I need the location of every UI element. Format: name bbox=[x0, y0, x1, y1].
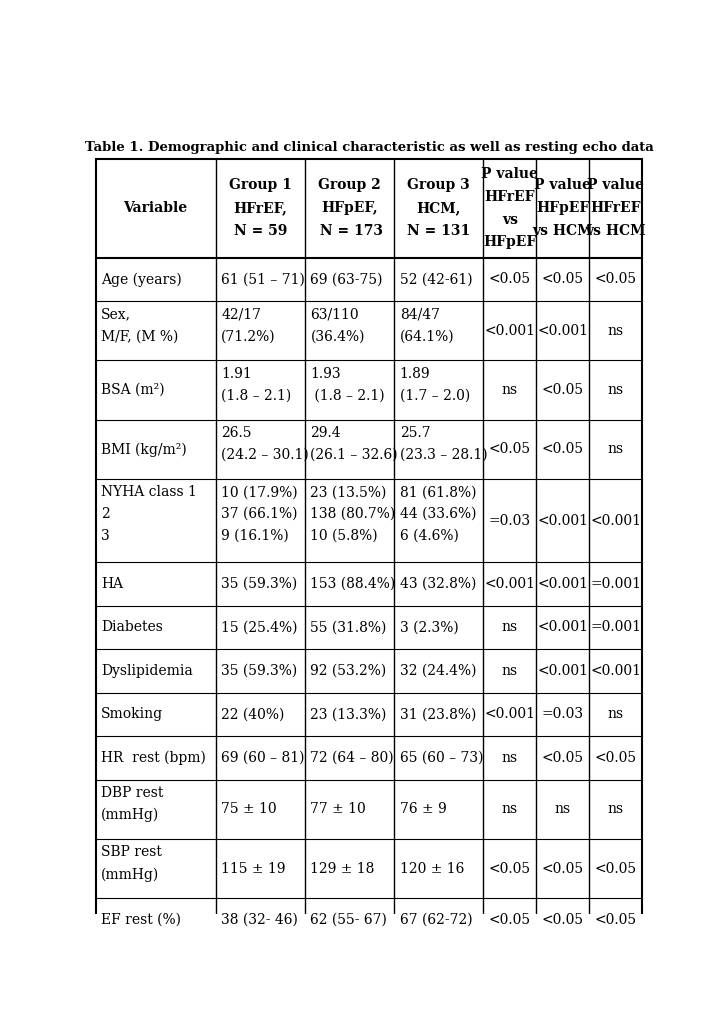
Text: ns: ns bbox=[502, 802, 518, 816]
Text: 153 (88.4%): 153 (88.4%) bbox=[310, 577, 396, 591]
Text: DBP rest
(mmHg): DBP rest (mmHg) bbox=[101, 786, 163, 823]
Text: <0.05: <0.05 bbox=[489, 913, 531, 927]
Text: 35 (59.3%): 35 (59.3%) bbox=[221, 577, 297, 591]
Text: =0.001: =0.001 bbox=[590, 577, 642, 591]
Text: 115 ± 19: 115 ± 19 bbox=[221, 862, 286, 876]
Text: <0.05: <0.05 bbox=[542, 913, 584, 927]
Text: HA: HA bbox=[101, 577, 123, 591]
Text: SBP rest
(mmHg): SBP rest (mmHg) bbox=[101, 845, 162, 881]
Text: <0.001: <0.001 bbox=[485, 577, 536, 591]
Text: Group 1
HFrEF,
N = 59: Group 1 HFrEF, N = 59 bbox=[229, 179, 292, 238]
Text: Dyslipidemia: Dyslipidemia bbox=[101, 663, 193, 678]
Text: <0.05: <0.05 bbox=[542, 443, 584, 456]
Text: 1.89
(1.7 – 2.0): 1.89 (1.7 – 2.0) bbox=[400, 367, 470, 403]
Text: <0.05: <0.05 bbox=[595, 751, 637, 765]
Text: 1.91
(1.8 – 2.1): 1.91 (1.8 – 2.1) bbox=[221, 367, 292, 403]
Text: ns: ns bbox=[608, 383, 624, 397]
Text: <0.05: <0.05 bbox=[595, 913, 637, 927]
Text: 38 (32- 46): 38 (32- 46) bbox=[221, 913, 298, 927]
Text: Age (years): Age (years) bbox=[101, 272, 182, 287]
Text: Variable: Variable bbox=[124, 201, 188, 216]
Text: 1.93
 (1.8 – 2.1): 1.93 (1.8 – 2.1) bbox=[310, 367, 385, 403]
Text: Group 3
HCM,
N = 131: Group 3 HCM, N = 131 bbox=[407, 179, 470, 238]
Text: <0.001: <0.001 bbox=[537, 514, 588, 528]
Text: <0.05: <0.05 bbox=[595, 272, 637, 287]
Text: P value
HFpEF
vs HCM: P value HFpEF vs HCM bbox=[533, 179, 593, 238]
Text: 55 (31.8%): 55 (31.8%) bbox=[310, 620, 387, 635]
Text: BMI (kg/m²): BMI (kg/m²) bbox=[101, 443, 187, 457]
Text: <0.001: <0.001 bbox=[590, 663, 642, 678]
Text: 72 (64 – 80): 72 (64 – 80) bbox=[310, 751, 394, 765]
Text: 92 (53.2%): 92 (53.2%) bbox=[310, 663, 387, 678]
Text: BSA (m²): BSA (m²) bbox=[101, 383, 165, 397]
Text: Smoking: Smoking bbox=[101, 708, 163, 721]
Text: 25.7
(23.3 – 28.1): 25.7 (23.3 – 28.1) bbox=[400, 426, 487, 462]
Text: <0.001: <0.001 bbox=[485, 708, 536, 721]
Text: 43 (32.8%): 43 (32.8%) bbox=[400, 577, 476, 591]
Text: <0.05: <0.05 bbox=[489, 862, 531, 876]
Text: 23 (13.5%)
138 (80.7%)
10 (5.8%): 23 (13.5%) 138 (80.7%) 10 (5.8%) bbox=[310, 486, 396, 543]
Text: 3 (2.3%): 3 (2.3%) bbox=[400, 620, 459, 635]
Text: ns: ns bbox=[502, 383, 518, 397]
Text: EF rest (%): EF rest (%) bbox=[101, 913, 181, 927]
Text: 69 (63-75): 69 (63-75) bbox=[310, 272, 383, 287]
Text: P value
HFrEF
vs
HFpEF: P value HFrEF vs HFpEF bbox=[482, 167, 539, 250]
Text: 15 (25.4%): 15 (25.4%) bbox=[221, 620, 297, 635]
Text: <0.001: <0.001 bbox=[537, 663, 588, 678]
Text: <0.05: <0.05 bbox=[542, 272, 584, 287]
Text: 52 (42-61): 52 (42-61) bbox=[400, 272, 472, 287]
Text: NYHA class 1
2
3: NYHA class 1 2 3 bbox=[101, 486, 197, 543]
Text: <0.001: <0.001 bbox=[537, 324, 588, 338]
Text: Group 2
HFpEF,
 N = 173: Group 2 HFpEF, N = 173 bbox=[315, 179, 384, 238]
Text: 84/47
(64.1%): 84/47 (64.1%) bbox=[400, 307, 454, 343]
Text: 32 (24.4%): 32 (24.4%) bbox=[400, 663, 476, 678]
Text: 129 ± 18: 129 ± 18 bbox=[310, 862, 375, 876]
Text: =0.001: =0.001 bbox=[590, 620, 642, 635]
Text: <0.05: <0.05 bbox=[542, 862, 584, 876]
Text: Table 1. Demographic and clinical characteristic as well as resting echo data: Table 1. Demographic and clinical charac… bbox=[85, 141, 653, 154]
Text: ns: ns bbox=[608, 324, 624, 338]
Text: <0.05: <0.05 bbox=[595, 862, 637, 876]
Text: 22 (40%): 22 (40%) bbox=[221, 708, 284, 721]
Text: <0.05: <0.05 bbox=[489, 272, 531, 287]
Text: <0.05: <0.05 bbox=[542, 751, 584, 765]
Text: 75 ± 10: 75 ± 10 bbox=[221, 802, 276, 816]
Text: 31 (23.8%): 31 (23.8%) bbox=[400, 708, 476, 721]
Text: 35 (59.3%): 35 (59.3%) bbox=[221, 663, 297, 678]
Text: =0.03: =0.03 bbox=[542, 708, 584, 721]
Text: 65 (60 – 73): 65 (60 – 73) bbox=[400, 751, 483, 765]
Text: 42/17
(71.2%): 42/17 (71.2%) bbox=[221, 307, 276, 343]
Text: <0.001: <0.001 bbox=[485, 324, 536, 338]
Text: 67 (62-72): 67 (62-72) bbox=[400, 913, 472, 927]
Text: ns: ns bbox=[608, 802, 624, 816]
Text: 29.4
(26.1 – 32.6): 29.4 (26.1 – 32.6) bbox=[310, 426, 398, 462]
Text: <0.05: <0.05 bbox=[542, 383, 584, 397]
Text: =0.03: =0.03 bbox=[489, 514, 531, 528]
Text: 10 (17.9%)
37 (66.1%)
9 (16.1%): 10 (17.9%) 37 (66.1%) 9 (16.1%) bbox=[221, 486, 298, 543]
Text: 77 ± 10: 77 ± 10 bbox=[310, 802, 366, 816]
Text: ns: ns bbox=[608, 443, 624, 456]
Text: Diabetes: Diabetes bbox=[101, 620, 163, 635]
Text: <0.001: <0.001 bbox=[537, 620, 588, 635]
Text: HR  rest (bpm): HR rest (bpm) bbox=[101, 751, 206, 765]
Text: Sex,
M/F, (M %): Sex, M/F, (M %) bbox=[101, 307, 179, 343]
Text: P value
HFrEF
vs HCM: P value HFrEF vs HCM bbox=[585, 179, 646, 238]
Text: ns: ns bbox=[502, 751, 518, 765]
Text: <0.05: <0.05 bbox=[489, 443, 531, 456]
Text: 63/110
(36.4%): 63/110 (36.4%) bbox=[310, 307, 365, 343]
Text: 26.5
(24.2 – 30.1): 26.5 (24.2 – 30.1) bbox=[221, 426, 309, 462]
Text: ns: ns bbox=[608, 708, 624, 721]
Text: ns: ns bbox=[502, 620, 518, 635]
Text: 61 (51 – 71): 61 (51 – 71) bbox=[221, 272, 305, 287]
Text: ns: ns bbox=[555, 802, 571, 816]
Text: <0.001: <0.001 bbox=[537, 577, 588, 591]
Text: 81 (61.8%)
44 (33.6%)
6 (4.6%): 81 (61.8%) 44 (33.6%) 6 (4.6%) bbox=[400, 486, 476, 543]
Text: <0.001: <0.001 bbox=[590, 514, 642, 528]
Text: 62 (55- 67): 62 (55- 67) bbox=[310, 913, 387, 927]
Text: ns: ns bbox=[502, 663, 518, 678]
Text: 120 ± 16: 120 ± 16 bbox=[400, 862, 464, 876]
Text: 76 ± 9: 76 ± 9 bbox=[400, 802, 446, 816]
Text: 69 (60 – 81): 69 (60 – 81) bbox=[221, 751, 305, 765]
Text: 23 (13.3%): 23 (13.3%) bbox=[310, 708, 387, 721]
